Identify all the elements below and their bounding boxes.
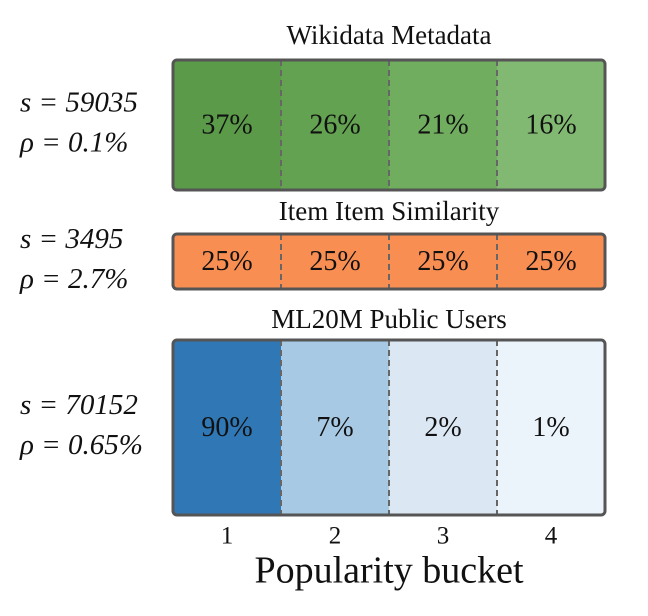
panel-title: Item Item Similarity (279, 196, 500, 226)
cell (497, 234, 605, 289)
x-tick-label: 2 (329, 523, 342, 550)
x-tick-label: 4 (545, 523, 558, 550)
cell (497, 60, 605, 190)
cell-label: 25% (525, 246, 576, 277)
x-tick-label: 1 (221, 523, 234, 550)
side-label: ρ = 0.65% (19, 429, 143, 461)
cell (497, 340, 605, 515)
cell (173, 340, 281, 515)
panel-border (171, 338, 607, 517)
x-tick-label: 3 (437, 523, 450, 550)
cell (173, 234, 281, 289)
cell (173, 60, 281, 190)
cell-label: 25% (309, 246, 360, 277)
cell-label: 21% (417, 109, 468, 140)
cell-label: 2% (424, 412, 461, 443)
side-label: ρ = 0.1% (19, 127, 128, 159)
cell (389, 60, 497, 190)
cell-label: 7% (316, 412, 353, 443)
side-label: s = 70152 (20, 389, 138, 421)
cell-label: 16% (525, 109, 576, 140)
x-axis-label: Popularity bucket (254, 550, 524, 592)
side-label: s = 3495 (20, 223, 123, 255)
cell-label: 25% (201, 246, 252, 277)
panel-border (171, 232, 607, 291)
cell-label: 25% (417, 246, 468, 277)
cell-label: 37% (201, 109, 252, 140)
panel-border (171, 58, 607, 192)
panel-title: ML20M Public Users (271, 304, 507, 334)
cell (281, 60, 389, 190)
panel-title: Wikidata Metadata (286, 20, 491, 50)
cell (389, 234, 497, 289)
cell (389, 340, 497, 515)
cell (281, 340, 389, 515)
cell-label: 1% (532, 412, 569, 443)
side-label: s = 59035 (20, 87, 138, 119)
cell (281, 234, 389, 289)
side-label: ρ = 2.7% (19, 263, 128, 295)
cell-label: 26% (309, 109, 360, 140)
cell-label: 90% (201, 412, 252, 443)
